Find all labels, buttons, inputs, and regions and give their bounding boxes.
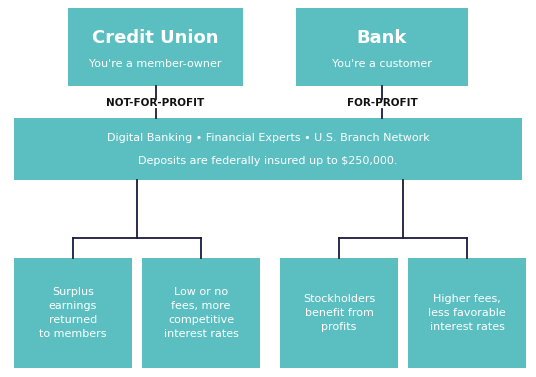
Bar (408, 258, 526, 368)
Bar (280, 258, 398, 368)
Bar (14, 118, 522, 180)
Text: Credit Union: Credit Union (92, 29, 219, 47)
Text: Surplus
earnings
returned
to members: Surplus earnings returned to members (39, 287, 107, 339)
Text: Bank: Bank (357, 29, 407, 47)
Bar (142, 258, 260, 368)
Text: Deposits are federally insured up to $250,000.: Deposits are federally insured up to $25… (138, 156, 398, 166)
Bar (14, 258, 132, 368)
Text: NOT-FOR-PROFIT: NOT-FOR-PROFIT (106, 98, 205, 108)
Bar (68, 8, 243, 86)
Text: Low or no
fees, more
competitive
interest rates: Low or no fees, more competitive interes… (163, 287, 239, 339)
Text: You're a customer: You're a customer (332, 59, 432, 69)
Bar (296, 8, 468, 86)
Text: Higher fees,
less favorable
interest rates: Higher fees, less favorable interest rat… (428, 294, 506, 332)
Text: Stockholders
benefit from
profits: Stockholders benefit from profits (303, 294, 375, 332)
Text: Digital Banking • Financial Experts • U.S. Branch Network: Digital Banking • Financial Experts • U.… (107, 133, 429, 143)
Text: You're a member-owner: You're a member-owner (90, 59, 222, 69)
Text: FOR-PROFIT: FOR-PROFIT (347, 98, 418, 108)
